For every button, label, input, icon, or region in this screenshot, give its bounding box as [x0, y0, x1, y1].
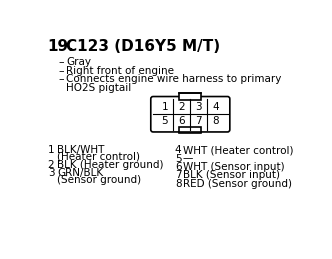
Text: 1: 1	[48, 145, 54, 155]
Bar	[180, 127, 201, 133]
Text: 7: 7	[175, 170, 181, 181]
Text: 8: 8	[175, 179, 181, 189]
Text: –: –	[58, 66, 64, 76]
Text: 8: 8	[212, 116, 219, 126]
Text: WHT (Heater control): WHT (Heater control)	[183, 145, 293, 155]
Text: 3: 3	[48, 168, 54, 178]
Bar	[180, 93, 201, 100]
Text: 5: 5	[175, 154, 181, 163]
Text: 1: 1	[161, 102, 168, 112]
Text: Gray: Gray	[66, 57, 91, 67]
Text: 5: 5	[161, 116, 168, 126]
Text: 2: 2	[179, 102, 185, 112]
Text: 4: 4	[212, 102, 219, 112]
Text: BLK (Heater ground): BLK (Heater ground)	[57, 160, 163, 170]
Text: Right front of engine: Right front of engine	[66, 66, 174, 76]
Text: 7: 7	[196, 116, 202, 126]
Text: –: –	[58, 74, 64, 84]
Text: GRN/BLK: GRN/BLK	[57, 168, 103, 178]
Text: 2: 2	[48, 160, 54, 170]
FancyBboxPatch shape	[151, 97, 230, 132]
Text: BLK/WHT: BLK/WHT	[57, 145, 104, 155]
Text: 6: 6	[175, 162, 181, 172]
Text: –: –	[58, 57, 64, 67]
Text: 6: 6	[179, 116, 185, 126]
Text: BLK (Sensor input): BLK (Sensor input)	[183, 170, 280, 181]
Text: 3: 3	[196, 102, 202, 112]
Text: 19.: 19.	[48, 39, 74, 54]
Text: (Sensor ground): (Sensor ground)	[57, 175, 141, 185]
Text: C123 (D16Y5 M/T): C123 (D16Y5 M/T)	[66, 39, 220, 54]
Text: —: —	[183, 154, 193, 163]
Text: WHT (Sensor input): WHT (Sensor input)	[183, 162, 284, 172]
Text: RED (Sensor ground): RED (Sensor ground)	[183, 179, 291, 189]
Text: Connects engine wire harness to primary: Connects engine wire harness to primary	[66, 74, 282, 84]
Text: HO2S pigtail: HO2S pigtail	[66, 83, 131, 93]
Text: (Heater control): (Heater control)	[57, 152, 140, 162]
Text: 4: 4	[175, 145, 181, 155]
